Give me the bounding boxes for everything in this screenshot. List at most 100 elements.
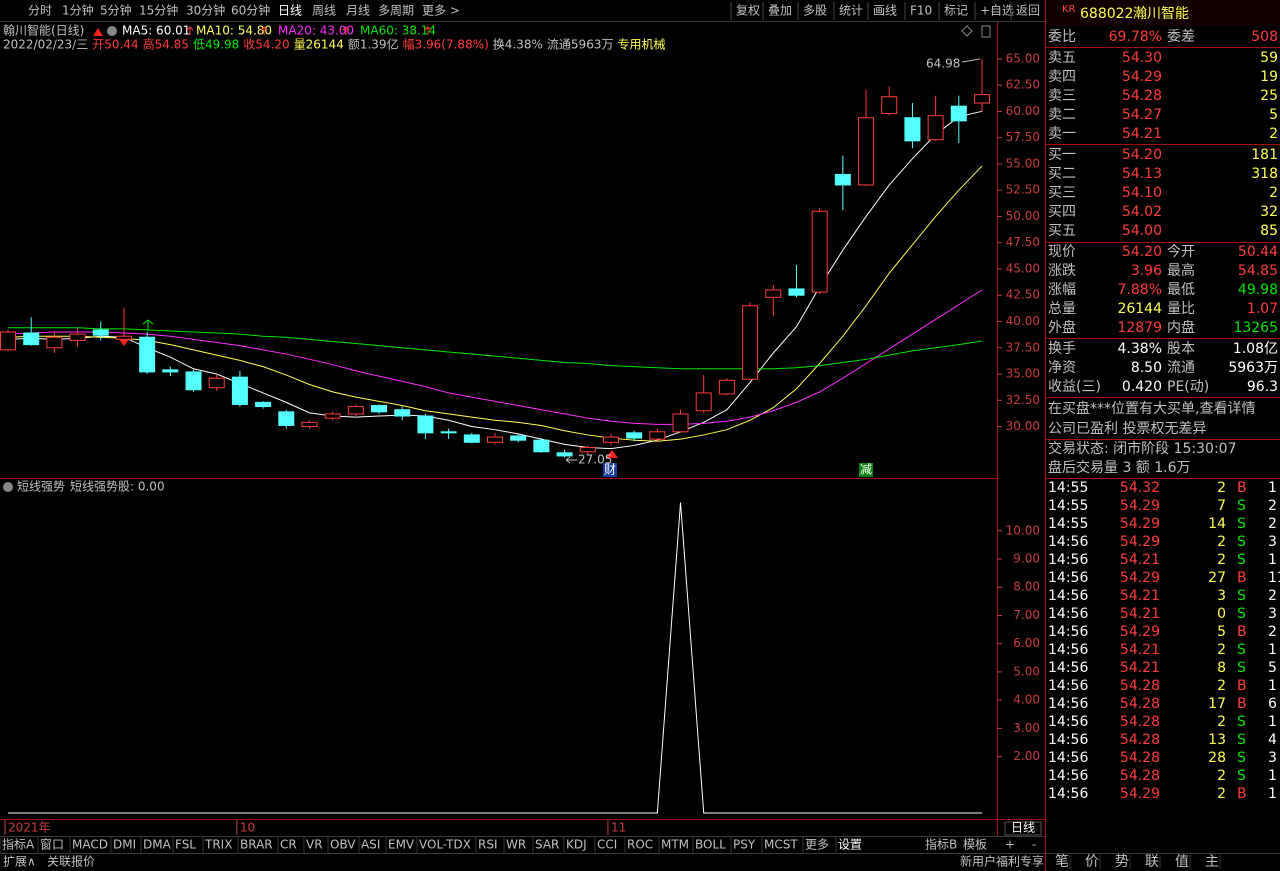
period-tab[interactable]: 周线 [312,4,336,18]
indicator-tab[interactable]: MTM [661,838,689,852]
stat-value: 13265 [1233,320,1278,336]
indicator-tab[interactable]: VR [306,838,323,852]
tick-price: 54.29 [1120,516,1160,532]
ma-line [7,289,983,425]
quote-tab[interactable]: 势 [1115,854,1129,870]
stat-value: 4.38% [1118,341,1162,357]
tick-time: 14:56 [1048,786,1088,802]
indicator-tab[interactable]: CR [280,838,297,852]
tool-button[interactable]: 复权 [736,4,760,18]
indicator-tab[interactable]: SAR [535,838,559,852]
indicator-tab[interactable]: CCI [597,838,617,852]
period-tab[interactable]: 1分钟 [62,3,94,18]
stat-value: 54.85 [1238,263,1278,279]
period-tab[interactable]: 15分钟 [139,3,178,18]
quote-note: 在买盘***位置有大买单,查看详情 [1048,400,1255,417]
ratio-label: 委比 [1048,29,1076,45]
period-tab[interactable]: 5分钟 [100,3,132,18]
tool-button[interactable]: 标记 [944,4,968,18]
stat-label: 股本 [1167,341,1195,357]
ratio-value: 69.78% [1109,29,1162,45]
tick-price: 54.29 [1120,498,1160,514]
tool-button[interactable]: 叠加 [768,4,792,18]
indicator-tab[interactable]: 窗口 [40,838,64,852]
bottom-tab[interactable]: 扩展∧ [3,855,36,869]
indicator-tab[interactable]: ASI [361,838,380,852]
stat-label: 涨跌 [1048,263,1076,279]
period-tab[interactable]: 60分钟 [231,3,270,18]
tick-volume: 5 [1217,624,1226,640]
diamond-icon [961,25,973,37]
indicator-tab[interactable]: OBV [330,838,356,852]
indicator-tab[interactable]: MACD [72,838,108,852]
tick-time: 14:56 [1048,732,1088,748]
quote-tab[interactable]: 联 [1145,854,1159,870]
indicator-tab[interactable]: BOLL [695,838,726,852]
candle-body [463,434,480,443]
quote-note: 交易状态: 闭市阶段 15:30:07 [1048,440,1237,457]
tick-volume: 2 [1217,786,1226,802]
period-tab[interactable]: 30分钟 [186,3,225,18]
ratio-value: 508 [1251,29,1278,45]
indicator-tab[interactable]: EMV [388,838,415,852]
indicator-tab[interactable]: BRAR [240,838,273,852]
quote-tab[interactable]: 值 [1175,854,1189,870]
indicator-tab[interactable]: 指标A [2,837,35,852]
tool-button[interactable]: 多股 [803,4,827,18]
tool-button[interactable]: 统计 [839,4,863,18]
bottom-tab[interactable]: 关联报价 [47,854,95,869]
chart-title: 翰川智能(日线) [3,23,84,38]
indicator-tab[interactable]: 设置 [838,838,862,852]
tool-button[interactable]: +自选 [980,4,1014,18]
candle-body [602,436,619,443]
period-tab[interactable]: 多周期 [378,4,414,18]
tick-price: 54.28 [1120,696,1160,712]
tool-button[interactable]: 画线 [873,4,897,18]
pane-tab[interactable]: 指标B [925,837,957,852]
indicator-tab[interactable]: FSL [175,838,196,852]
tick-time: 14:55 [1048,480,1088,496]
quote-tab[interactable]: 笔 [1055,854,1069,870]
promo-link[interactable]: 新用户福利专享 [960,854,1044,869]
pane-tab[interactable]: + [1005,838,1015,852]
indicator-tab[interactable]: MCST [764,838,798,852]
period-tab[interactable]: 月线 [346,4,370,18]
tick-volume: 2 [1217,552,1226,568]
y-tick-label: 37.50 [1006,340,1040,354]
y-tick-label: 52.50 [1006,183,1040,197]
indicator-tab[interactable]: ROC [627,838,653,852]
tick-volume: 27 [1208,570,1226,586]
period-tab[interactable]: 日线 [278,4,302,18]
tick-time: 14:56 [1048,750,1088,766]
tick-time: 14:56 [1048,606,1088,622]
quote-tab[interactable]: 价 [1085,854,1099,870]
indicator-tab[interactable]: DMI [113,838,136,852]
tool-button[interactable]: 返回 [1016,4,1040,18]
pane-tab[interactable]: - [1032,838,1036,852]
stat-label: 收益(三) [1048,379,1101,395]
low-label: 27.05 [578,453,612,467]
tick-time: 14:56 [1048,768,1088,784]
indicator-tab[interactable]: WR [506,838,526,852]
tick-side: S [1237,750,1246,766]
info-field: 高54.85 [143,37,189,52]
stock-code: 688022 [1080,6,1133,22]
book-price: 54.21 [1122,126,1162,142]
candle-body [765,289,782,298]
quote-tab[interactable]: 主 [1205,854,1219,870]
period-tab[interactable]: 更多 > [422,4,460,18]
tick-count: 3 [1268,534,1277,550]
indicator-tab[interactable]: RSI [478,838,498,852]
indicator-tab[interactable]: DMA [143,838,172,852]
tick-time: 14:55 [1048,516,1088,532]
indicator-tab[interactable]: 更多 [805,838,829,852]
book-level: 买五 [1048,223,1076,239]
tick-count: 1 [1268,768,1277,784]
indicator-tab[interactable]: KDJ [566,838,587,852]
indicator-tab[interactable]: PSY [733,838,756,852]
tool-button[interactable]: F10 [910,4,932,18]
indicator-tab[interactable]: VOL-TDX [419,838,471,852]
period-tab[interactable]: 分时 [28,4,52,18]
pane-tab[interactable]: 模板 [963,838,987,852]
indicator-tab[interactable]: TRIX [204,838,232,852]
